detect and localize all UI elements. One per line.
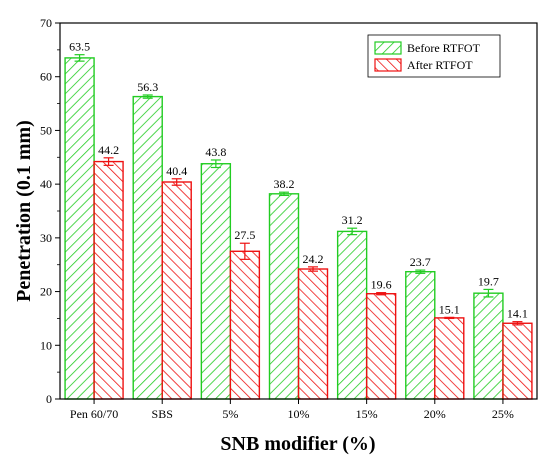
x-tick-label-6: 20% xyxy=(424,407,446,421)
error-bar-after-5 xyxy=(376,292,387,296)
y-tick-label-40: 40 xyxy=(40,177,52,191)
x-tick-label-4: 10% xyxy=(288,407,310,421)
data-label-before-1: 63.5 xyxy=(69,40,90,54)
error-bar-after-7 xyxy=(512,321,523,326)
error-bar-before-2 xyxy=(142,94,153,99)
error-bar-after-4 xyxy=(308,266,318,272)
data-label-after-2: 40.4 xyxy=(166,164,187,178)
error-bar-after-3 xyxy=(239,242,250,260)
error-bar-after-2 xyxy=(171,178,182,186)
y-axis-title: Penetration (0.1 mm) xyxy=(13,120,35,302)
y-tick-label-50: 50 xyxy=(40,123,52,137)
data-label-after-7: 14.1 xyxy=(507,307,528,321)
data-label-before-6: 23.7 xyxy=(410,255,431,269)
bar-before-2 xyxy=(132,95,163,400)
data-labels-layer: 63.5 44.2 56.3 40.4 43.8 27.5 38.2 24.2 31.2 19.6… xyxy=(69,40,528,321)
x-tick-label-1: Pen 60/70 xyxy=(70,407,118,421)
x-tick-label-5: 15% xyxy=(356,407,378,421)
error-bar-after-1 xyxy=(103,157,114,166)
error-bar-before-6 xyxy=(415,269,426,274)
y-tick-label-30: 30 xyxy=(40,231,52,245)
y-tick-label-10: 10 xyxy=(40,338,52,352)
legend-swatch-before xyxy=(374,41,402,55)
bar-after-3 xyxy=(229,250,261,400)
bar-before-7 xyxy=(473,292,504,400)
data-label-after-4: 24.2 xyxy=(303,252,324,266)
data-label-after-5: 19.6 xyxy=(371,278,392,292)
y-tick-label-70: 70 xyxy=(40,16,52,30)
data-label-after-3: 27.5 xyxy=(234,228,255,242)
x-tick-label-7: 25% xyxy=(492,407,514,421)
y-tick-label-60: 60 xyxy=(40,70,52,84)
x-axis-title: SNB modifier (%) xyxy=(220,433,375,455)
y-tick-label-20: 20 xyxy=(40,285,52,299)
bar-after-1 xyxy=(93,160,124,400)
bar-after-2 xyxy=(161,181,192,400)
bar-after-7 xyxy=(502,322,533,400)
bar-after-4 xyxy=(297,268,329,400)
bar-before-1 xyxy=(64,57,95,400)
legend-label-after: After RTFOT xyxy=(407,58,473,72)
error-bars-layer xyxy=(74,54,523,326)
bar-before-5 xyxy=(336,230,368,400)
x-tick-label-2: SBS xyxy=(152,407,173,421)
error-bar-before-3 xyxy=(210,159,221,169)
data-label-before-7: 19.7 xyxy=(478,274,499,288)
x-tick-label-3: 5% xyxy=(222,407,238,421)
data-label-after-6: 15.1 xyxy=(439,302,460,316)
data-label-before-5: 31.2 xyxy=(342,213,363,227)
y-tick-label-0: 0 xyxy=(46,392,52,406)
bar-after-5 xyxy=(365,293,397,400)
legend: Before RTFOT After RTFOT xyxy=(367,34,501,78)
data-label-before-3: 43.8 xyxy=(205,145,226,159)
y-axis: 0 10 20 30 40 50 60 70 xyxy=(40,16,60,406)
error-bar-before-4 xyxy=(279,191,289,197)
bar-before-3 xyxy=(200,163,232,400)
data-label-before-4: 38.2 xyxy=(274,177,295,191)
error-bar-before-7 xyxy=(483,288,494,298)
error-bar-before-1 xyxy=(74,54,85,62)
bars-layer xyxy=(64,57,533,400)
bar-before-4 xyxy=(268,193,300,400)
data-label-after-1: 44.2 xyxy=(98,143,119,157)
data-label-before-2: 56.3 xyxy=(137,80,158,94)
error-bar-before-5 xyxy=(347,227,358,236)
legend-swatch-after xyxy=(374,58,402,72)
bar-before-6 xyxy=(405,270,436,400)
error-bar-after-6 xyxy=(444,316,455,320)
x-axis: Pen 60/70 SBS 5% 10% 15% 20% 25% xyxy=(70,399,514,421)
legend-label-before: Before RTFOT xyxy=(407,41,481,55)
bar-after-6 xyxy=(434,317,465,400)
